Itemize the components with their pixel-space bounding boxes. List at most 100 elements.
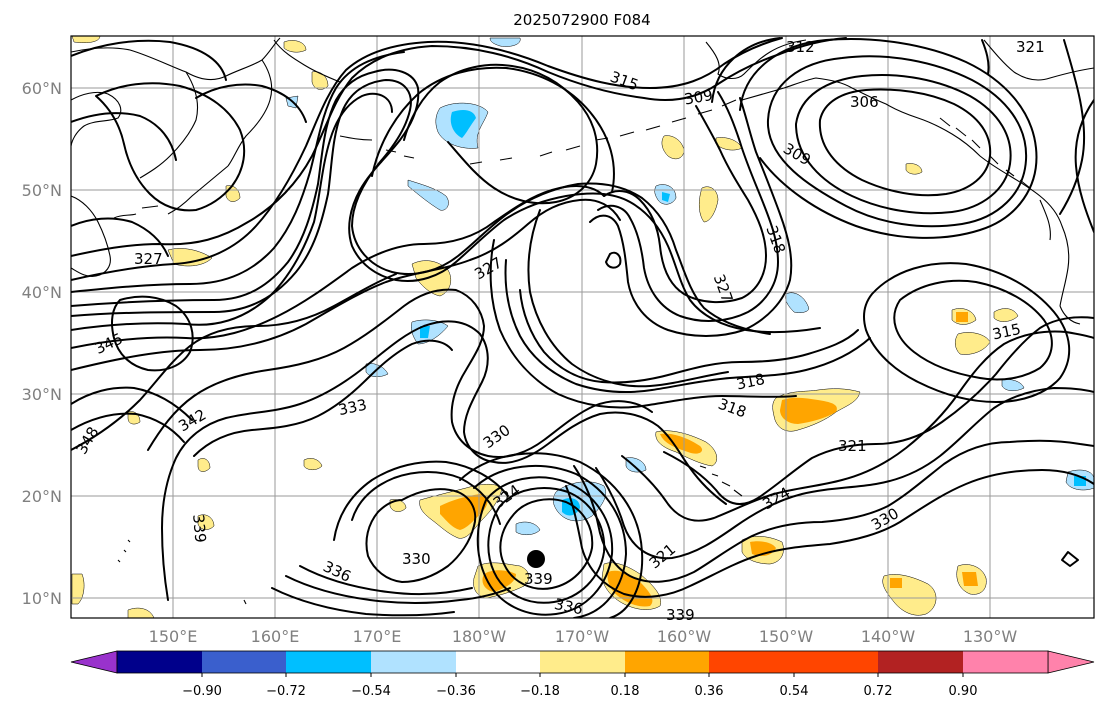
contour-line (1061, 551, 1079, 567)
shade-negative-core (420, 326, 430, 338)
latitude-labels: 60°N 50°N 40°N 30°N 20°N 10°N (22, 79, 62, 608)
contour-line (476, 476, 614, 616)
longitude-label: 140°W (861, 627, 916, 646)
latitude-label: 20°N (22, 487, 62, 506)
coastline-islands (117, 539, 247, 605)
shade-negative-region (785, 292, 810, 313)
shade-positive-region (167, 248, 213, 267)
shade-positive-region (197, 514, 215, 530)
contour-line (71, 185, 605, 349)
shade-negative-region (625, 457, 647, 473)
contour-line (111, 295, 194, 372)
colorbar-label: −0.90 (182, 684, 222, 699)
contour-line (193, 339, 453, 457)
colorbar: −0.90 −0.72 −0.54 −0.36 −0.18 0.18 0.36 … (70, 650, 1095, 699)
longitude-labels: 150°E 160°E 170°E 180°W 170°W 160°W 150°… (149, 627, 1018, 646)
contour-label: 315 (991, 320, 1023, 344)
colorbar-label: −0.36 (436, 684, 476, 699)
longitude-label: 160°E (251, 627, 300, 646)
shaded-regions (71, 36, 1094, 618)
longitude-label: 160°W (657, 627, 712, 646)
latitude-label: 40°N (22, 283, 62, 302)
contour-label: 306 (850, 93, 879, 111)
contour-line (597, 91, 779, 322)
grid-lines (71, 36, 1094, 618)
contour-line (403, 63, 599, 205)
contour-label: 321 (1016, 38, 1045, 56)
contour-line (333, 460, 509, 541)
contour-label: 327 (134, 250, 163, 268)
shade-positive-region (283, 40, 307, 53)
contour-line (527, 209, 729, 388)
contour-line (365, 488, 477, 583)
contour-label: 336 (553, 595, 585, 619)
contour-line (739, 37, 1038, 239)
contour-line (489, 239, 797, 409)
height-contours (71, 37, 1094, 618)
contour-line (818, 88, 992, 197)
colorbar-segment (117, 651, 202, 673)
shade-positive-region (661, 135, 685, 160)
coastline-okhotsk (139, 71, 199, 179)
shade-positive-region (71, 573, 85, 605)
contour-line (71, 92, 393, 331)
colorbar-segment (794, 651, 878, 673)
colorbar-segment (286, 651, 371, 673)
shade-negative-core (662, 192, 670, 202)
contour-label: 312 (786, 38, 815, 56)
coastline-canada (983, 39, 1094, 81)
contour-label: 339 (524, 570, 553, 588)
shade-positive-core (890, 578, 902, 588)
shade-positive-core (440, 494, 488, 530)
contour-line (499, 498, 594, 590)
shade-negative-region (407, 179, 449, 211)
contour-line (605, 251, 622, 269)
coastlines (71, 37, 1094, 605)
longitude-label: 170°W (555, 627, 610, 646)
coastline-asia (71, 91, 122, 147)
contour-line (589, 97, 793, 337)
contour-line (271, 587, 455, 617)
contour-line (371, 66, 615, 193)
coastline-japan (113, 205, 159, 219)
colorbar-label: −0.54 (351, 684, 391, 699)
shade-negative-core (450, 110, 476, 138)
colorbar-label: 0.54 (780, 684, 809, 699)
contour-label: 321 (838, 437, 867, 455)
contour-line (863, 262, 1071, 403)
latitude-label: 50°N (22, 181, 62, 200)
contour-line (621, 330, 1094, 522)
longitude-label: 150°E (149, 627, 198, 646)
contour-line (285, 575, 511, 604)
shade-negative-region (515, 521, 541, 535)
contour-line (161, 320, 727, 601)
colorbar-label: −0.18 (520, 684, 560, 699)
colorbar-segment (540, 651, 625, 673)
colorbar-segment (878, 651, 963, 673)
shade-positive-core (956, 312, 968, 322)
longitude-label: 170°E (353, 627, 402, 646)
colorbar-segment (625, 651, 709, 673)
contour-line (71, 51, 405, 293)
contour-label: 333 (337, 396, 369, 420)
shade-positive-region (699, 186, 719, 223)
shade-negative-region (1001, 379, 1025, 391)
contour-line (71, 37, 847, 257)
contour-line (459, 452, 644, 618)
coastline-hawaii (699, 465, 743, 497)
contour-line (71, 386, 193, 421)
coastline-bc-islands (939, 117, 1031, 189)
contour-line (95, 82, 246, 212)
contour-line (519, 289, 859, 384)
contour-line (71, 217, 169, 257)
longitude-label: 130°W (963, 627, 1018, 646)
contour-line (504, 259, 871, 393)
contour-line (71, 273, 397, 451)
shade-negative-region (489, 37, 521, 47)
map-title: 2025072900 F084 (513, 11, 650, 29)
colorbar-label: −0.72 (266, 684, 306, 699)
contour-line (71, 79, 771, 335)
contour-label: 318 (735, 370, 767, 394)
shade-positive-region (411, 260, 451, 297)
